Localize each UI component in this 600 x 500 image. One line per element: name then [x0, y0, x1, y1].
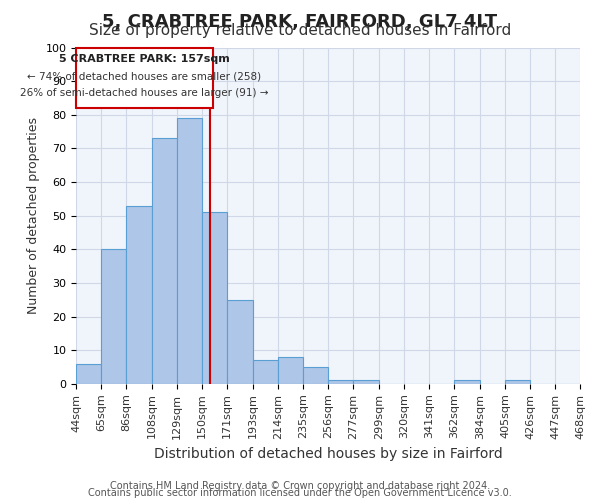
- Bar: [328, 380, 353, 384]
- Text: Contains HM Land Registry data © Crown copyright and database right 2024.: Contains HM Land Registry data © Crown c…: [110, 481, 490, 491]
- Text: Size of property relative to detached houses in Fairford: Size of property relative to detached ho…: [89, 24, 511, 38]
- Text: 5, CRABTREE PARK, FAIRFORD, GL7 4LT: 5, CRABTREE PARK, FAIRFORD, GL7 4LT: [103, 12, 497, 30]
- Bar: [101, 250, 126, 384]
- Bar: [303, 367, 328, 384]
- Bar: [202, 212, 227, 384]
- Bar: [505, 380, 530, 384]
- Bar: [253, 360, 278, 384]
- Text: 26% of semi-detached houses are larger (91) →: 26% of semi-detached houses are larger (…: [20, 88, 269, 98]
- X-axis label: Distribution of detached houses by size in Fairford: Distribution of detached houses by size …: [154, 447, 502, 461]
- Bar: [454, 380, 480, 384]
- Text: Contains public sector information licensed under the Open Government Licence v3: Contains public sector information licen…: [88, 488, 512, 498]
- Bar: [227, 300, 253, 384]
- Bar: [278, 357, 303, 384]
- Bar: [353, 380, 379, 384]
- Y-axis label: Number of detached properties: Number of detached properties: [27, 117, 40, 314]
- Bar: [76, 48, 213, 108]
- Bar: [126, 206, 152, 384]
- Bar: [76, 364, 101, 384]
- Text: 5 CRABTREE PARK: 157sqm: 5 CRABTREE PARK: 157sqm: [59, 54, 230, 64]
- Bar: [152, 138, 177, 384]
- Text: ← 74% of detached houses are smaller (258): ← 74% of detached houses are smaller (25…: [28, 71, 262, 81]
- Bar: [177, 118, 202, 384]
